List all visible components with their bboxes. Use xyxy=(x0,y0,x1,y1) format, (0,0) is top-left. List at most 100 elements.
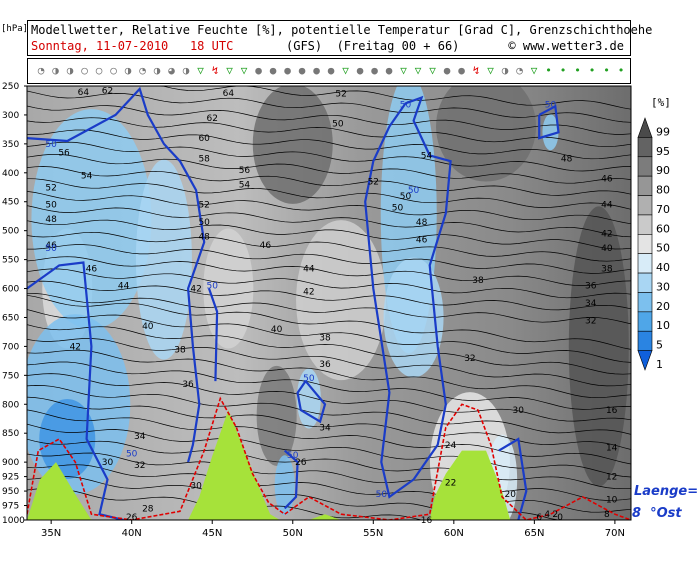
latitude-axis: 35N 40N 45N 50N 55N 60N 65N 70N xyxy=(41,520,625,539)
weather-symbol-icon: ● xyxy=(313,64,320,77)
copyright-label: © www.wetter3.de xyxy=(508,39,624,53)
rh50-contours xyxy=(27,86,560,520)
legend-label: 50 xyxy=(656,242,670,255)
longitude-value: 8 °Ost xyxy=(632,506,682,521)
theta-label: 54 xyxy=(239,180,251,190)
rh50-label: 50 xyxy=(207,282,219,292)
field-patch xyxy=(274,455,295,516)
theta-label: 52 xyxy=(45,183,56,193)
legend-swatch xyxy=(637,214,653,235)
weather-symbol-icon: ● xyxy=(458,64,465,77)
humidity-legend: 99 95 90 80 70 60 50 40 30 20 10 5 1 xyxy=(637,117,670,371)
y-tick-label: 950 xyxy=(2,487,19,497)
y-tick-label: 350 xyxy=(2,140,19,150)
terrain-layer xyxy=(27,410,511,520)
theta-line xyxy=(27,280,631,311)
weather-symbol-icon: • xyxy=(603,64,610,77)
theta-label: 30 xyxy=(102,458,114,468)
rh50-line xyxy=(27,86,206,463)
x-tick-label: 65N xyxy=(524,528,544,539)
theta-label: 44 xyxy=(118,282,130,292)
weather-symbol-icon: ◑ xyxy=(182,64,190,77)
date-label: Sonntag, 11-07-2010 18 UTC xyxy=(31,39,234,53)
theta-label: 40 xyxy=(601,244,613,254)
theta-label: 10 xyxy=(606,496,618,506)
theta-label: 16 xyxy=(421,516,433,526)
plot-frame xyxy=(26,85,632,521)
theta-label: 48 xyxy=(416,218,428,228)
rh50-label: 50 xyxy=(303,374,315,384)
theta-line xyxy=(27,476,631,520)
theta-line xyxy=(27,338,631,387)
legend-swatch xyxy=(637,137,653,158)
theta-line xyxy=(27,423,631,478)
weather-symbol-icon: ▽ xyxy=(197,64,204,77)
theta-label: 34 xyxy=(134,432,146,442)
theta-line xyxy=(27,452,631,501)
weather-symbol-icon: ▽ xyxy=(400,64,407,77)
theta-label: 54 xyxy=(421,151,433,161)
theta-label: 54 xyxy=(81,172,93,182)
theta-label: 46 xyxy=(601,175,613,185)
theta-label: 26 xyxy=(295,458,307,468)
y-tick-label: 650 xyxy=(2,313,19,323)
pressure-axis: 250 300 350 400 450 500 550 600 650 700 750 800 850 9… xyxy=(2,82,27,526)
theta-line xyxy=(27,90,631,123)
weather-symbol-icon: • xyxy=(588,64,596,77)
theta-line xyxy=(27,373,631,422)
theta-label: 44 xyxy=(601,201,613,211)
theta-line xyxy=(27,385,631,435)
legend-label: 95 xyxy=(656,145,670,158)
theta-line xyxy=(27,409,631,465)
legend-swatch xyxy=(637,311,653,332)
theta-label: 30 xyxy=(190,481,202,491)
theta-label: 4 xyxy=(544,510,550,520)
rh50-label: 50 xyxy=(376,490,388,500)
pressure-unit-label: [hPa] xyxy=(1,24,29,34)
theta-line xyxy=(27,105,631,135)
theta-label: 26 xyxy=(126,513,138,523)
weather-symbol-icon: ● xyxy=(443,64,451,77)
weather-symbol-icon: ▽ xyxy=(487,64,494,77)
rh50-line xyxy=(283,449,299,510)
theta-line xyxy=(27,464,631,513)
theta-label: 22 xyxy=(445,478,456,488)
chart-title: Modellwetter, Relative Feuchte [%], pote… xyxy=(31,23,653,37)
y-tick-label: 750 xyxy=(2,371,19,381)
theta-label: 34 xyxy=(319,423,331,433)
legend-swatch xyxy=(637,330,653,351)
theta-line xyxy=(27,231,631,262)
weather-symbol-strip: ◔ ◑ ◑ ○ ○ ○ ◑ ◔ ◑ ◕ ◑ ▽ ↯ ▽ ▽ ● ● ● ● ● ● ▽ ● ● ● ▽ ▽ ▽ ● ● ↯ ▽ ◑ ◔ ▽ • • • • •… xyxy=(27,58,631,84)
legend-label: 80 xyxy=(656,184,670,197)
rh50-label: 50 xyxy=(400,101,412,111)
chart-header: Modellwetter, Relative Feuchte [%], pote… xyxy=(27,20,652,56)
weather-symbol-icon: ● xyxy=(255,64,262,77)
legend-label: 5 xyxy=(656,339,663,352)
legend-label: 20 xyxy=(656,300,670,313)
weather-symbol-icon: ○ xyxy=(95,64,103,77)
weather-symbol-icon: ● xyxy=(371,64,378,77)
weather-symbol-icon: ● xyxy=(298,64,306,77)
rh50-line xyxy=(207,288,219,382)
theta-label: 52 xyxy=(368,177,379,187)
theta-label: 38 xyxy=(601,264,613,274)
weather-symbol-icon: ↯ xyxy=(472,64,480,77)
field-patch xyxy=(383,257,444,378)
theta-line xyxy=(27,244,631,274)
theta-label: 36 xyxy=(182,380,194,390)
y-tick-label: 550 xyxy=(2,256,19,266)
weather-symbol-icon: ◑ xyxy=(153,64,161,77)
theta-label: 12 xyxy=(606,473,617,483)
weather-symbol-icon: ◑ xyxy=(501,64,509,77)
weather-symbol-icon: • xyxy=(574,64,581,77)
theta-line xyxy=(27,191,631,225)
weather-symbol-icon: • xyxy=(617,64,625,77)
theta-label: 16 xyxy=(606,406,618,416)
theta-label: 64 xyxy=(78,88,90,98)
theta-line xyxy=(27,309,631,363)
x-tick-label: 50N xyxy=(283,528,303,539)
y-tick-label: 800 xyxy=(2,400,19,410)
theta-label: 56 xyxy=(239,166,251,176)
theta-label: 24 xyxy=(445,441,457,451)
weather-symbol-icon: ◑ xyxy=(124,64,132,77)
